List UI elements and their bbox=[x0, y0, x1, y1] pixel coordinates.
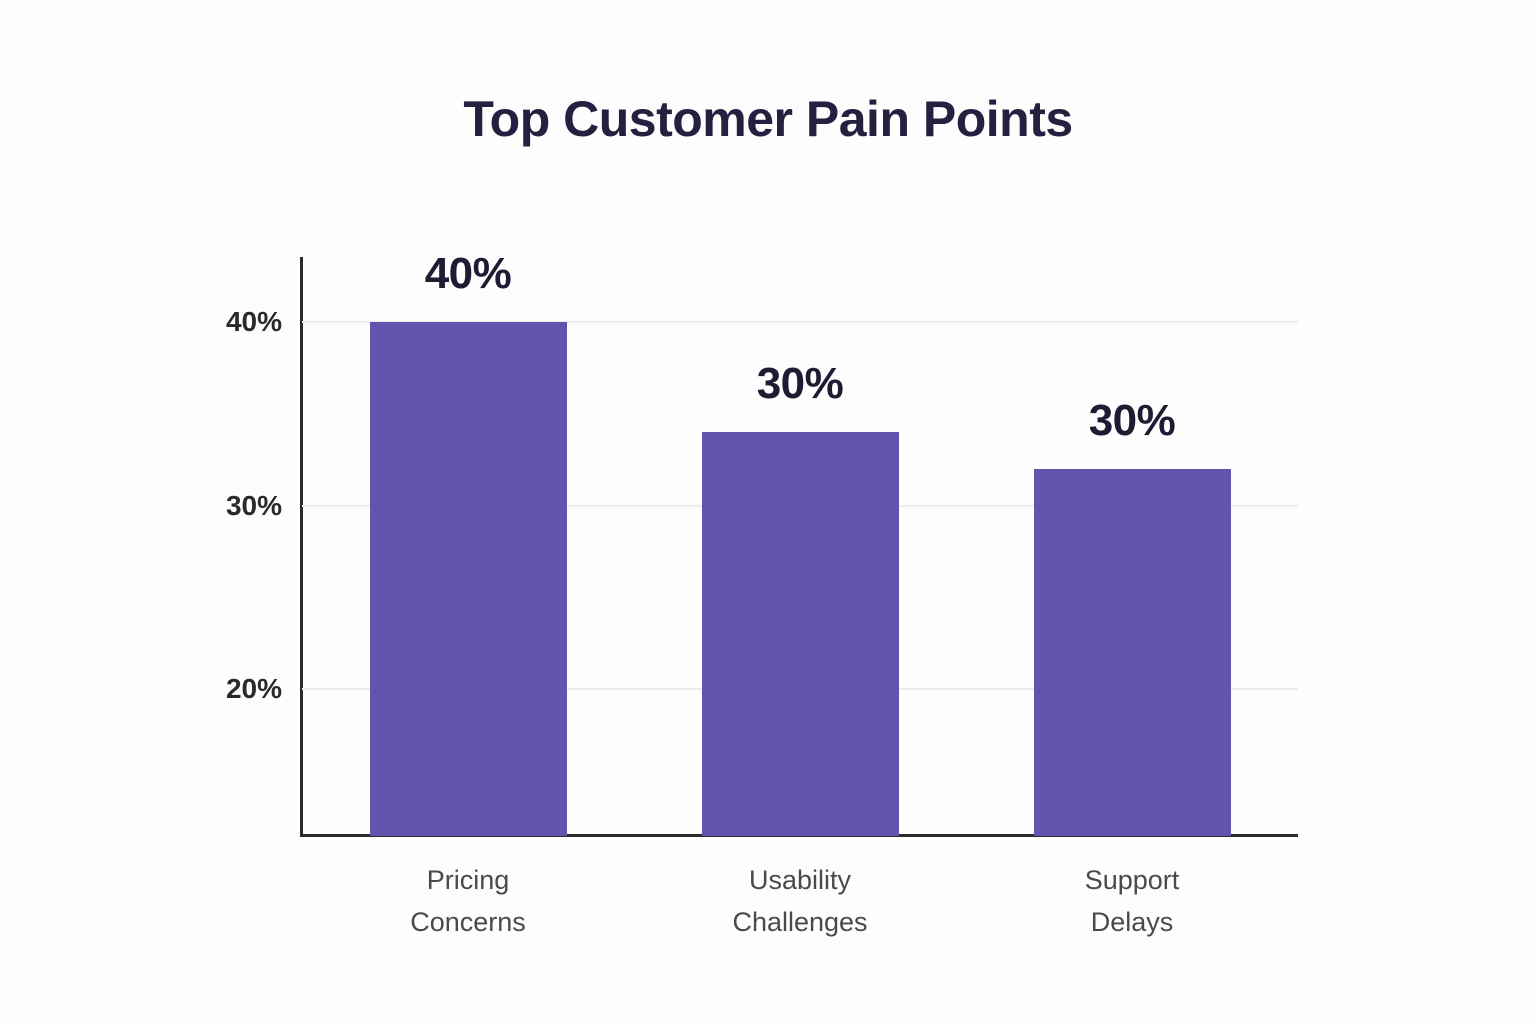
x-axis-category-label-line: Concerns bbox=[410, 906, 526, 937]
bar-value-label: 30% bbox=[756, 359, 844, 409]
y-axis-tick-label: 30% bbox=[225, 489, 282, 521]
y-axis-line bbox=[300, 257, 303, 837]
chart-title: Top Customer Pain Points bbox=[463, 91, 1073, 147]
x-axis-category-label-line: Usability bbox=[748, 865, 852, 895]
bar[interactable] bbox=[370, 322, 567, 836]
bar-value-label: 40% bbox=[424, 249, 512, 299]
bar[interactable] bbox=[1034, 469, 1231, 836]
x-axis-category-label-line: Challenges bbox=[732, 906, 868, 937]
x-axis-category-label-line: Support bbox=[1084, 865, 1180, 895]
gridline bbox=[302, 321, 1298, 324]
bar-value-label: 30% bbox=[1088, 396, 1176, 446]
x-axis-category-label: Support Delays bbox=[972, 860, 1292, 944]
x-axis-category-label-line: Pricing bbox=[426, 865, 510, 895]
plot-area bbox=[302, 258, 1298, 836]
bar[interactable] bbox=[702, 432, 899, 836]
x-axis-category-label-line: Delays bbox=[1090, 906, 1174, 937]
x-axis-category-label: Pricing Concerns bbox=[308, 860, 628, 944]
x-axis-category-label: Usability Challenges bbox=[640, 860, 960, 944]
y-axis-tick-label: 40% bbox=[225, 306, 282, 338]
y-axis-tick-label: 20% bbox=[225, 673, 282, 705]
